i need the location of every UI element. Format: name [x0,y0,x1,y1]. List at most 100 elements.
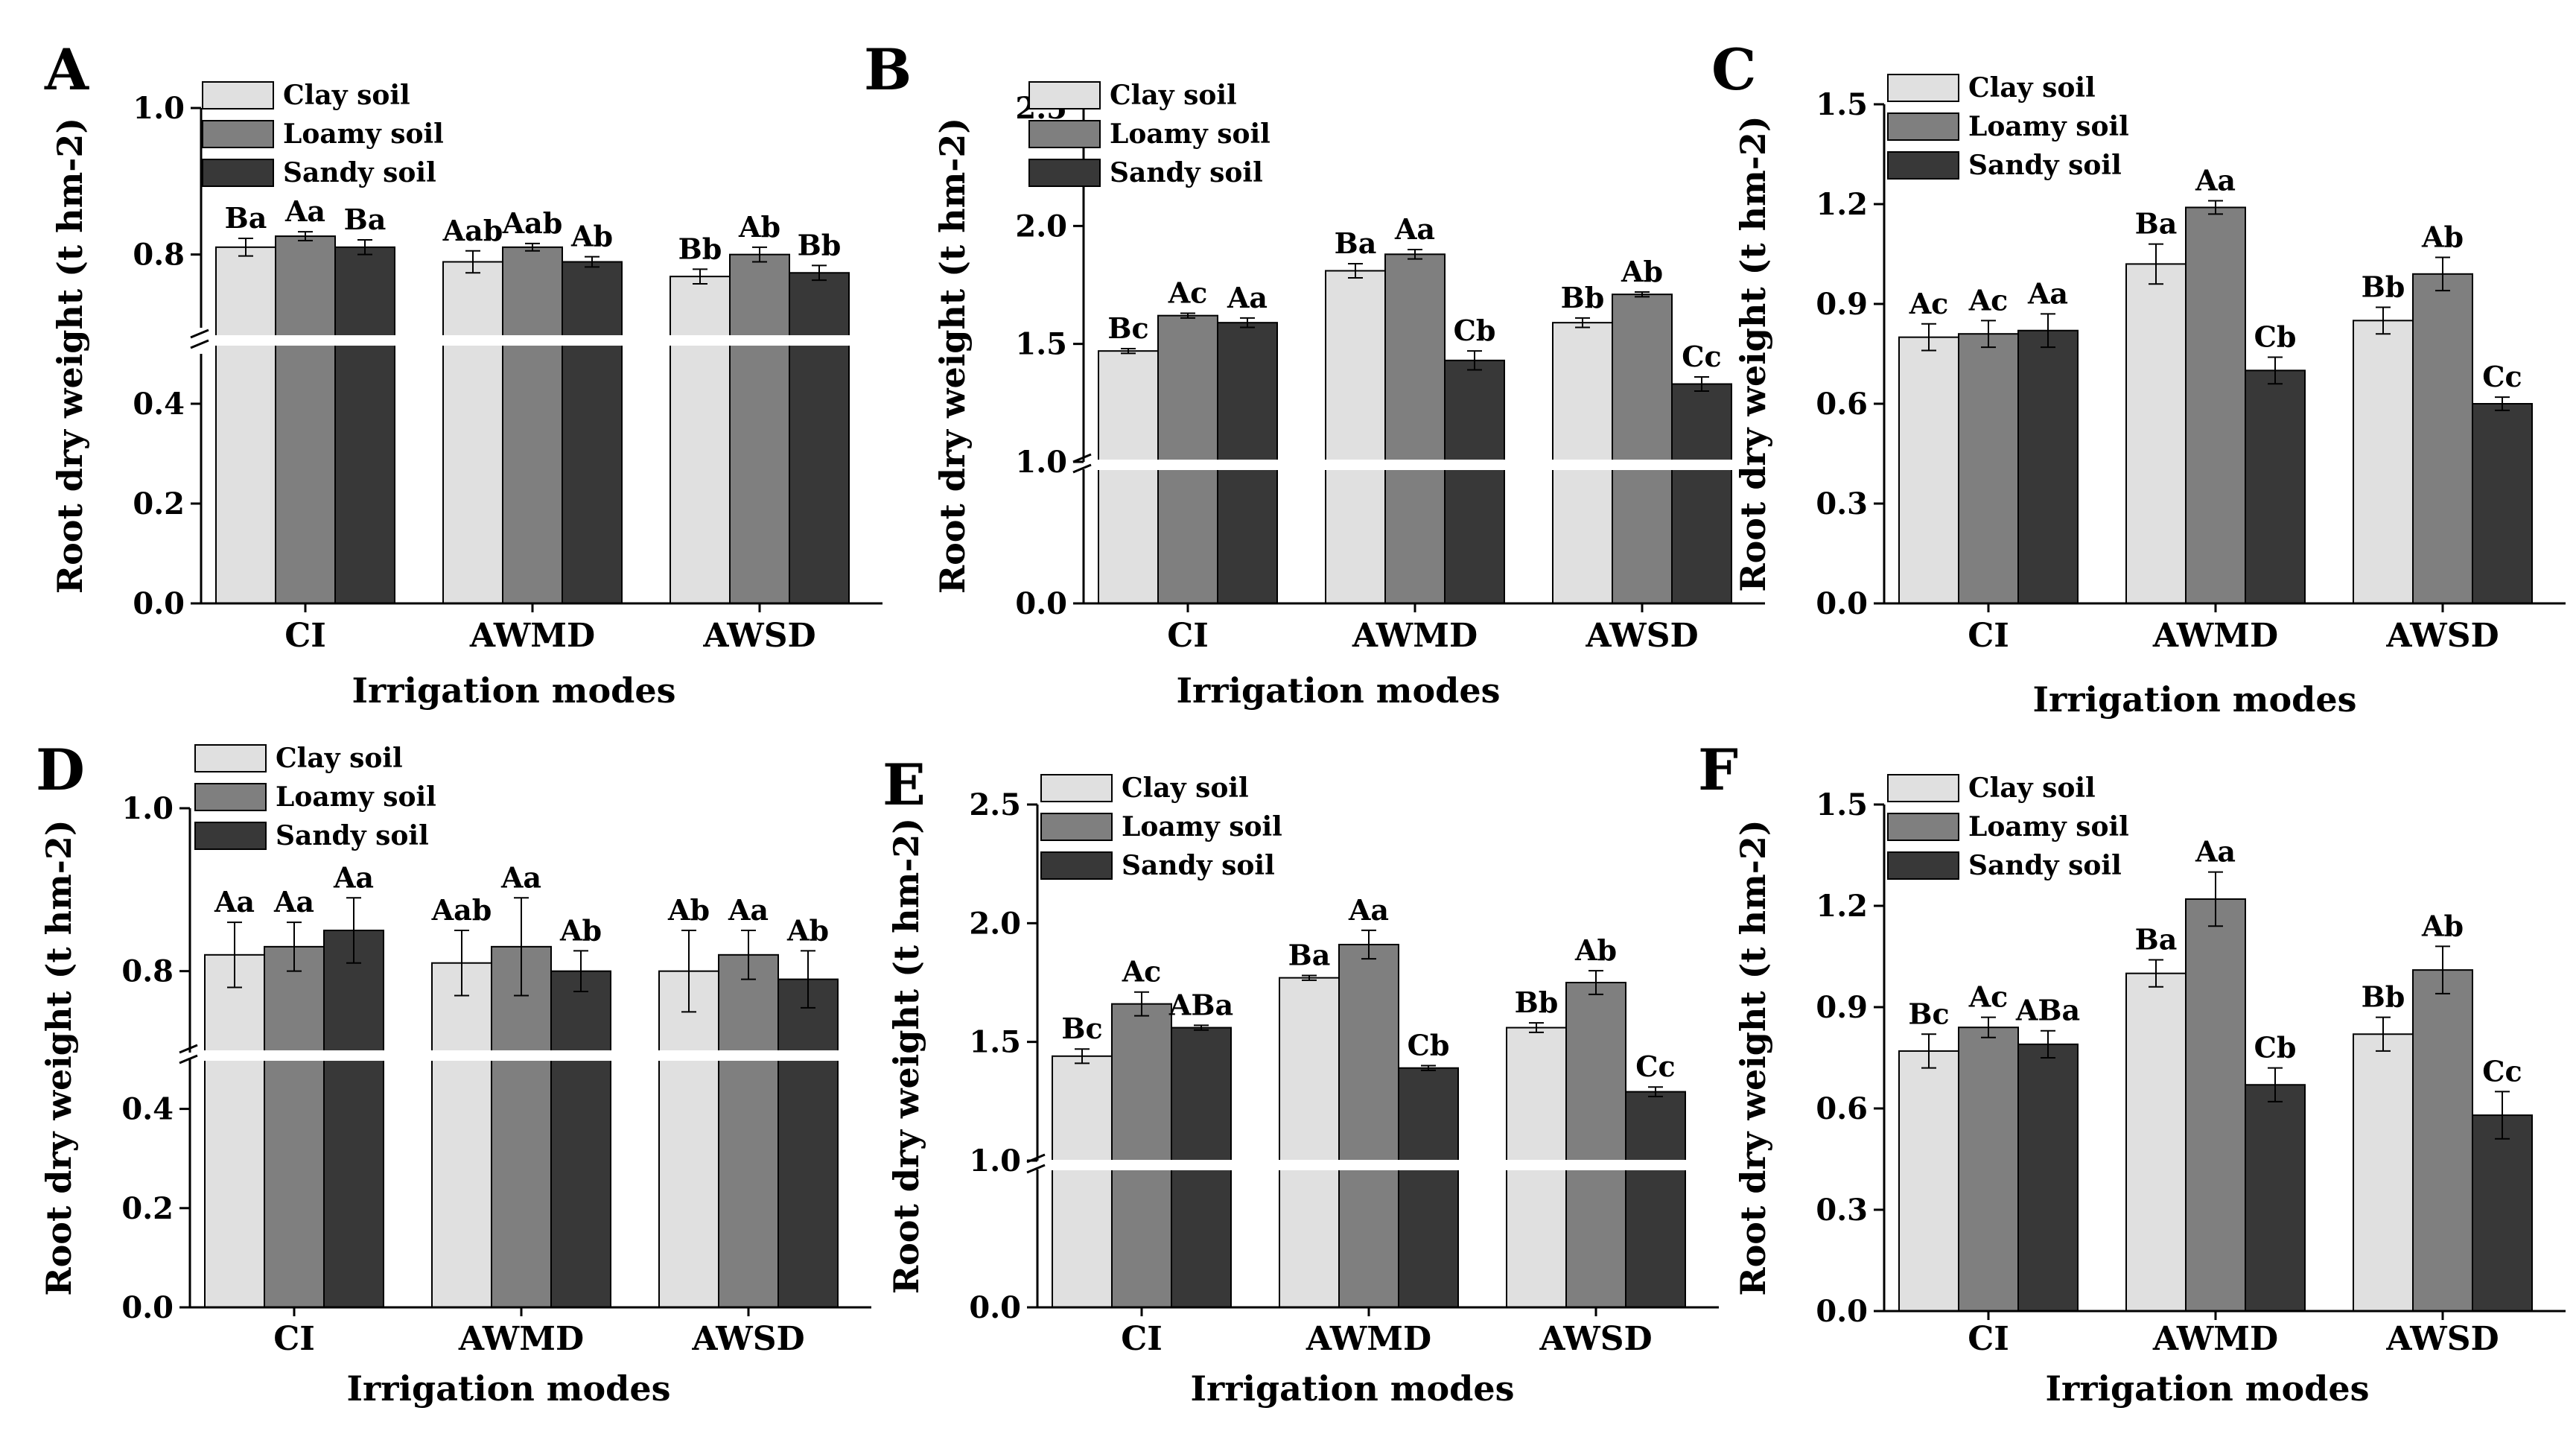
significance-label: Aa [1348,893,1389,927]
x-category-label: AWSD [691,1320,804,1358]
bar-clay-0 [1052,1055,1113,1308]
significance-label: Ab [738,210,780,244]
bar-clay-1 [431,962,492,1308]
bar-clay-0 [204,954,265,1309]
legend-label-clay: Clay soil [1110,80,1237,111]
bar-loamy-2 [1612,294,1673,604]
y-axis-title: Root dry weight (t hm-2) [932,118,973,594]
bar-loamy-0 [1958,1027,2019,1312]
bar-sandy-2 [2472,403,2533,604]
legend-label-sandy: Sandy soil [1968,150,2122,181]
significance-label: Bb [2362,980,2405,1014]
significance-label: Bb [678,232,722,265]
y-axis-title: Root dry weight (t hm-2) [1733,819,1773,1295]
legend-swatch-clay [1887,774,1959,802]
x-category-label: AWSD [2385,1320,2499,1358]
bar-sandy-0 [334,246,395,604]
x-axis-title: Irrigation modes [2033,679,2357,720]
y-axis-title: Root dry weight (t hm-2) [1733,115,1773,591]
significance-label: Aa [1227,281,1268,314]
x-category-label: AWMD [2152,617,2278,655]
bar-loamy-1 [491,945,552,1309]
y-tick-label: 0.8 [121,954,174,989]
legend-label-loamy: Loamy soil [1968,111,2129,142]
significance-label: Cb [2254,1031,2297,1064]
legend-swatch-sandy [1887,851,1959,880]
legend-swatch-clay [202,81,274,110]
bar-sandy-1 [2245,1084,2306,1313]
x-category-label: AWMD [2152,1320,2278,1358]
legend-label-loamy: Loamy soil [276,781,436,813]
axis-break-mark [1026,1164,1046,1174]
panel-e: E Bc Ba Bb Ac Aa Ab ABa Cb Cc 0.0 1.0 1.5 2.0 2.5 CI AWM… [882,752,1731,1409]
x-category-label: CI [1968,617,2009,655]
bar-loamy-1 [2185,206,2246,604]
legend-label-clay: Clay soil [1968,72,2096,104]
y-tick-label: 0.0 [133,586,185,621]
y-tick-label: 0.2 [121,1191,174,1226]
significance-label: Ab [1621,255,1663,288]
legend-label-sandy: Sandy soil [1968,850,2122,881]
axis-break-mark [1072,463,1092,474]
significance-label: Aa [2027,276,2068,310]
y-tick-label: 1.0 [133,91,185,126]
x-category-label: AWMD [458,1320,584,1358]
legend-label-clay: Clay soil [1122,772,1249,804]
x-category-label: CI [1968,1320,2009,1358]
bar-loamy-2 [718,954,779,1309]
x-axis-title: Irrigation modes [1177,670,1501,711]
y-tick-label: 0.0 [1816,1294,1868,1329]
y-tick-label: 0.4 [133,387,185,422]
bar-sandy-0 [2017,329,2079,604]
axis-break-mark [190,329,209,339]
x-category-label: CI [284,617,326,655]
bar-clay-1 [442,261,503,604]
x-axis-title: Irrigation modes [347,1368,671,1409]
y-tick-label: 0.2 [133,486,185,521]
axis-break-mark [190,339,209,349]
panel-letter: F [1698,737,1738,803]
significance-label: Aa [2195,835,2236,869]
legend-label-sandy: Sandy soil [1110,157,1263,188]
panel-b: BBcBaBbAcAaAbAaCbCc0.01.01.52.02.5CIAWMD… [864,37,1777,711]
significance-label: Aa [2195,164,2236,197]
bar-loamy-1 [1384,253,1446,604]
legend-swatch-sandy [1887,151,1959,180]
axis-break-gap [1073,460,1777,470]
bar-loamy-2 [1565,982,1626,1308]
significance-label: Bc [1107,311,1148,345]
y-axis-title: Root dry weight (t hm-2) [39,819,79,1295]
significance-label: Cc [1682,340,1721,373]
significance-label: Ba [2135,207,2178,241]
significance-label: Bb [2362,270,2405,303]
significance-label: Cb [1408,1029,1450,1062]
significance-label: Cc [2482,360,2522,393]
legend-swatch-clay [1028,81,1101,110]
y-tick-label: 1.0 [969,1143,1021,1178]
significance-label: Aab [431,893,492,927]
legend-label-sandy: Sandy soil [276,820,429,851]
y-tick-label: 1.2 [1816,187,1868,222]
legend-swatch-sandy [1040,851,1113,880]
bar-sandy-0 [2017,1043,2079,1313]
legend-label-loamy: Loamy soil [1968,811,2129,843]
significance-label: Ab [786,913,829,947]
bar-sandy-1 [1444,359,1505,604]
significance-label: Aa [273,885,314,918]
bar-loamy-0 [264,945,325,1309]
significance-label: Ab [570,220,613,253]
legend-swatch-loamy [194,783,267,811]
axis-break-gap [191,335,894,346]
x-axis-title: Irrigation modes [2046,1368,2370,1409]
bar-clay-1 [2125,972,2187,1312]
panel-c: C Ac Ba Bb Ac Aa Ab Aa Cb Cc 0.0 0.3 0.6 0.9 1.2 1.5 CI A… [1711,37,2566,720]
panel-letter: B [864,37,912,103]
bar-loamy-0 [275,235,336,604]
y-tick-label: 0.9 [1816,990,1868,1025]
legend-label-clay: Clay soil [276,743,403,774]
y-tick-label: 0.0 [121,1290,174,1325]
significance-label: Cb [1454,314,1496,347]
significance-label: ABa [1168,988,1233,1021]
bar-loamy-2 [2412,969,2473,1312]
x-category-label: AWSD [1585,617,1698,655]
